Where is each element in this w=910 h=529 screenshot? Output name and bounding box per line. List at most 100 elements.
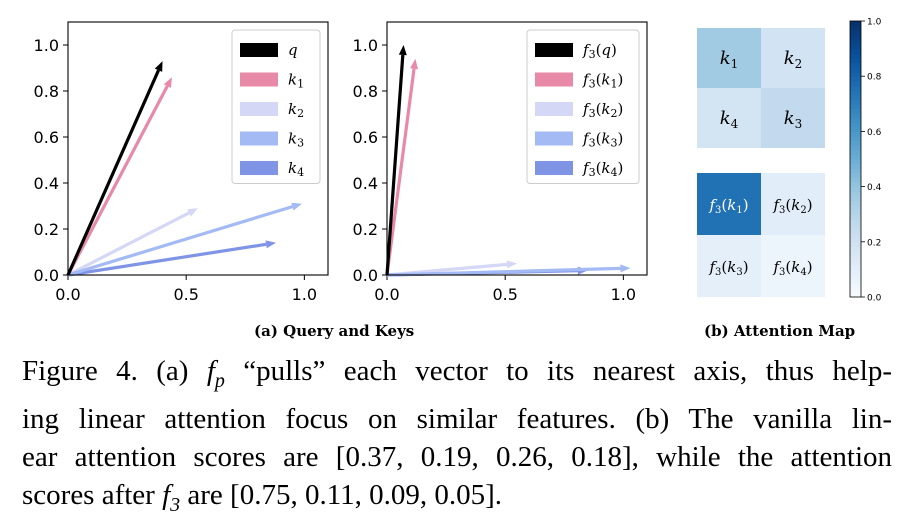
colorbar-strip bbox=[850, 228, 861, 234]
colorbar-strip bbox=[850, 94, 861, 100]
colorbar-strip bbox=[850, 163, 861, 169]
legend-swatch bbox=[240, 102, 278, 116]
y-tick-label: 0.4 bbox=[353, 174, 378, 193]
legend-swatch bbox=[240, 161, 278, 175]
f3-cell-label: f3(k1) bbox=[708, 196, 748, 216]
legend-label: q bbox=[288, 41, 298, 59]
colorbar-strip bbox=[850, 108, 861, 114]
y-tick-label: 0.2 bbox=[34, 220, 59, 239]
colorbar-frame bbox=[849, 20, 862, 298]
query-keys-plot: 0.0 0.2 0.4 0.6 0.8 1.0 0.0 0.5 1.0 q k1 k2 k3 k4 bbox=[34, 21, 329, 304]
y-tick-label: 0.8 bbox=[353, 82, 378, 101]
colorbar-strip bbox=[850, 205, 861, 211]
colorbar-strip bbox=[850, 246, 861, 252]
colorbar-strip bbox=[850, 168, 861, 174]
left-vector-k2 bbox=[67, 208, 198, 277]
caption-line: ear attention scores are [0.37, 0.19, 0.… bbox=[22, 440, 892, 473]
subcaption-a: (a) Query and Keys bbox=[254, 322, 415, 340]
colorbar-strip bbox=[850, 57, 861, 63]
plot-frame bbox=[386, 21, 648, 276]
plot-frame bbox=[67, 21, 329, 276]
left-vector-k4 bbox=[67, 240, 276, 277]
f3-cell bbox=[761, 235, 825, 297]
y-tick-label: 1.0 bbox=[353, 36, 378, 55]
f3-cell-label: f3(k4) bbox=[772, 258, 812, 278]
vanilla-cell-label: k2 bbox=[784, 48, 803, 71]
colorbar-strip bbox=[850, 48, 861, 54]
colorbar-strip bbox=[850, 39, 861, 45]
legend-label: k2 bbox=[288, 100, 304, 120]
y-tick-label: 0.0 bbox=[353, 266, 378, 285]
legend-label: f3(k4) bbox=[582, 159, 623, 179]
legend-label: f3(k1) bbox=[582, 71, 623, 91]
colorbar-strip bbox=[850, 122, 861, 128]
vanilla-cell-label: k1 bbox=[720, 48, 739, 71]
colorbar-strip bbox=[850, 136, 861, 142]
y-tick-label: 0.4 bbox=[34, 174, 59, 193]
colorbar-strip bbox=[850, 149, 861, 155]
colorbar-strip bbox=[850, 44, 861, 50]
caption-line: Figure 4. (a) fp “pulls” each vector to … bbox=[22, 355, 893, 392]
colorbar-strip bbox=[850, 159, 861, 165]
colorbar-strip bbox=[850, 182, 861, 188]
colorbar-strip bbox=[850, 103, 861, 109]
colorbar-strip bbox=[850, 264, 861, 270]
colorbar-strip bbox=[850, 67, 861, 73]
x-tick-label: 0.0 bbox=[55, 285, 80, 304]
x-tick-label: 0.5 bbox=[173, 285, 198, 304]
vanilla-cell-label: k3 bbox=[784, 108, 803, 131]
y-tick-label: 1.0 bbox=[34, 36, 59, 55]
f3-cell-label: f3(k3) bbox=[708, 258, 748, 278]
colorbar: 0.0 0.2 0.4 0.6 0.8 1.0 bbox=[849, 18, 882, 304]
colorbar-strip bbox=[850, 131, 861, 137]
colorbar-strip bbox=[850, 186, 861, 192]
y-tick-label: 0.2 bbox=[353, 220, 378, 239]
legend-label: k1 bbox=[288, 71, 304, 91]
f3-cell bbox=[697, 235, 761, 297]
colorbar-strip bbox=[850, 145, 861, 151]
legend-swatch bbox=[240, 43, 278, 57]
vanilla-cell-label: k4 bbox=[720, 108, 739, 131]
colorbar-tick-label: 1.0 bbox=[867, 18, 882, 28]
legend-swatch bbox=[240, 131, 278, 146]
middle-vector-f3(k3) bbox=[386, 264, 631, 277]
colorbar-strip bbox=[850, 269, 861, 275]
legend-swatch bbox=[535, 102, 573, 116]
colorbar-strip bbox=[850, 30, 861, 36]
legend-swatch bbox=[240, 72, 278, 87]
colorbar-strip bbox=[850, 21, 861, 27]
colorbar-strip bbox=[850, 85, 861, 91]
colorbar-strip bbox=[850, 214, 861, 220]
colorbar-strip bbox=[850, 292, 861, 298]
colorbar-strip bbox=[850, 25, 861, 31]
colorbar-strip bbox=[850, 172, 861, 178]
legend-label: k3 bbox=[288, 130, 304, 150]
figure-4: 0.0 0.2 0.4 0.6 0.8 1.0 0.0 0.5 1.0 q k1 k2 k3 k4 0.0… bbox=[34, 18, 882, 305]
f3-cell bbox=[761, 173, 825, 235]
vanilla-cell bbox=[761, 28, 825, 88]
colorbar-strip bbox=[850, 283, 861, 289]
legend-label: f3(k2) bbox=[582, 100, 623, 120]
legend-swatch bbox=[535, 161, 573, 175]
y-tick-label: 0.0 bbox=[34, 266, 59, 285]
colorbar-strip bbox=[850, 274, 861, 280]
colorbar-strip bbox=[850, 154, 861, 160]
x-tick-label: 1.0 bbox=[292, 285, 317, 304]
colorbar-strip bbox=[850, 34, 861, 40]
vanilla-cell bbox=[697, 28, 761, 88]
colorbar-strip bbox=[850, 126, 861, 132]
colorbar-strip bbox=[850, 90, 861, 96]
colorbar-strip bbox=[850, 241, 861, 247]
colorbar-strip bbox=[850, 287, 861, 293]
x-tick-label: 1.0 bbox=[611, 285, 636, 304]
colorbar-strip bbox=[850, 237, 861, 243]
colorbar-strip bbox=[850, 191, 861, 197]
vanilla-cell bbox=[761, 88, 825, 148]
legend-swatch bbox=[535, 131, 573, 146]
colorbar-strip bbox=[850, 177, 861, 183]
colorbar-strip bbox=[850, 223, 861, 229]
colorbar-strip bbox=[850, 113, 861, 119]
attention-map: k1 k2 k4 k3 f3(k1) f3(k2) f3(k3) f3(k4) bbox=[697, 28, 825, 297]
colorbar-strip bbox=[850, 53, 861, 59]
colorbar-strip bbox=[850, 218, 861, 224]
